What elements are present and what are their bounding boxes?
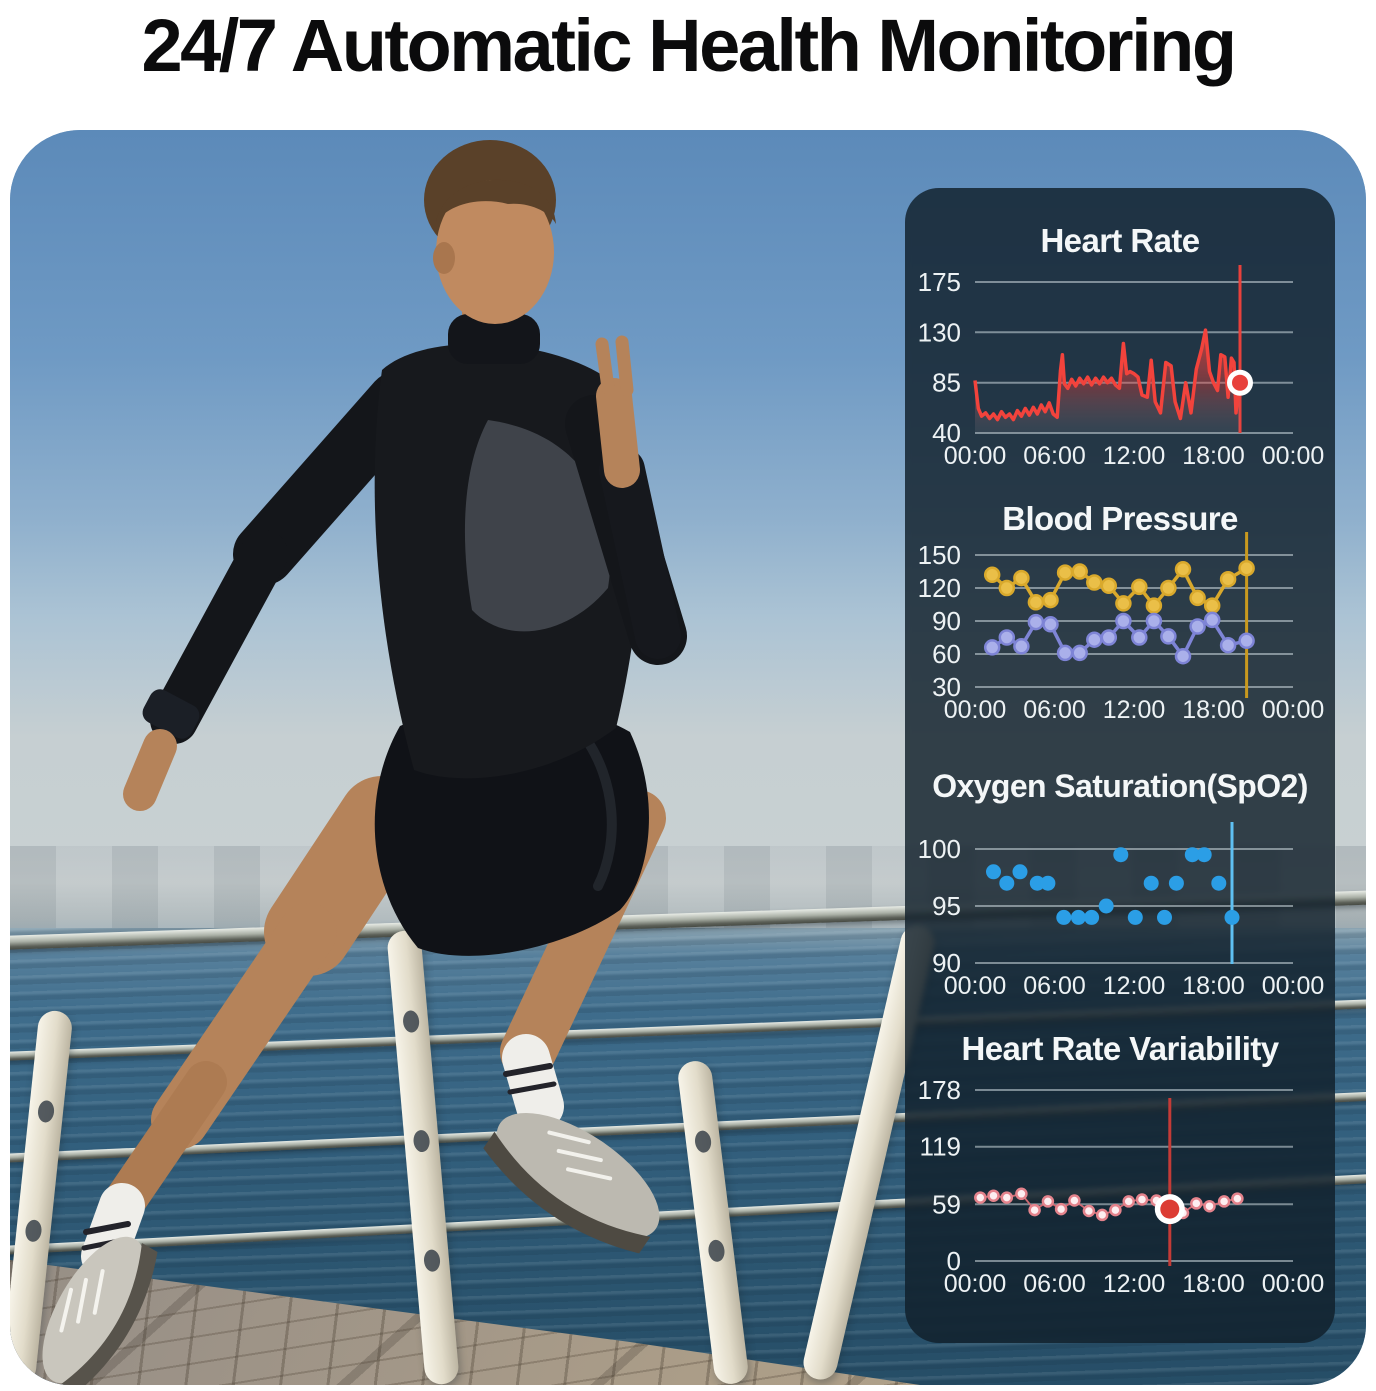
svg-text:178: 178 [918, 1075, 961, 1105]
svg-text:00:00: 00:00 [944, 442, 1007, 470]
front-shoe [483, 1112, 660, 1254]
svg-text:00:00: 00:00 [1262, 1270, 1325, 1298]
series-diastolic [983, 611, 1255, 665]
svg-text:18:00: 18:00 [1182, 972, 1245, 1000]
svg-text:90: 90 [932, 606, 961, 636]
svg-text:18:00: 18:00 [1182, 696, 1245, 724]
svg-text:06:00: 06:00 [1023, 696, 1086, 724]
svg-text:18:00: 18:00 [1182, 1270, 1245, 1298]
svg-text:150: 150 [918, 540, 961, 570]
svg-text:00:00: 00:00 [1262, 696, 1325, 724]
health-metrics-panel: Heart Rate 175 130 85 40 00:00 06:00 12:00 18:0… [905, 188, 1335, 1343]
photo-card: Heart Rate 175 130 85 40 00:00 06:00 12:00 18:0… [10, 130, 1366, 1385]
svg-text:00:00: 00:00 [944, 972, 1007, 1000]
svg-text:00:00: 00:00 [944, 1270, 1007, 1298]
series-heart-rate-bpm [973, 328, 1242, 433]
svg-text:30: 30 [932, 672, 961, 702]
svg-text:120: 120 [918, 573, 961, 603]
chart-title-heart-rate: Heart Rate [1040, 222, 1200, 259]
svg-text:175: 175 [918, 267, 961, 297]
svg-text:00:00: 00:00 [944, 696, 1007, 724]
page-title: 24/7 Automatic Health Monitoring [141, 4, 1237, 87]
svg-text:12:00: 12:00 [1103, 1270, 1166, 1298]
chart-title-hrv: Heart Rate Variability [961, 1030, 1280, 1067]
series-systolic [983, 559, 1255, 614]
svg-text:12:00: 12:00 [1103, 442, 1166, 470]
runner-figure [42, 140, 687, 1385]
series-spo2-percent [986, 847, 1240, 925]
svg-text:18:00: 18:00 [1182, 442, 1245, 470]
svg-text:100: 100 [918, 834, 961, 864]
svg-text:119: 119 [920, 1132, 961, 1162]
svg-text:06:00: 06:00 [1023, 972, 1086, 1000]
chart-title-spo2: Oxygen Saturation(SpO2) [932, 768, 1308, 804]
svg-text:12:00: 12:00 [1103, 972, 1166, 1000]
svg-text:60: 60 [932, 639, 961, 669]
chart-title-blood-pressure: Blood Pressure [1002, 500, 1238, 537]
svg-text:85: 85 [932, 368, 961, 398]
svg-text:00:00: 00:00 [1262, 442, 1325, 470]
svg-text:0: 0 [947, 1246, 961, 1276]
svg-text:130: 130 [918, 317, 961, 347]
svg-text:06:00: 06:00 [1023, 1270, 1086, 1298]
svg-text:59: 59 [932, 1189, 961, 1219]
svg-text:12:00: 12:00 [1103, 696, 1166, 724]
smartwatch [142, 689, 200, 739]
svg-text:06:00: 06:00 [1023, 442, 1086, 470]
rear-shoe [42, 1236, 158, 1385]
svg-text:00:00: 00:00 [1262, 972, 1325, 1000]
svg-text:90: 90 [932, 948, 961, 978]
svg-text:95: 95 [932, 891, 961, 921]
svg-text:40: 40 [932, 418, 961, 448]
